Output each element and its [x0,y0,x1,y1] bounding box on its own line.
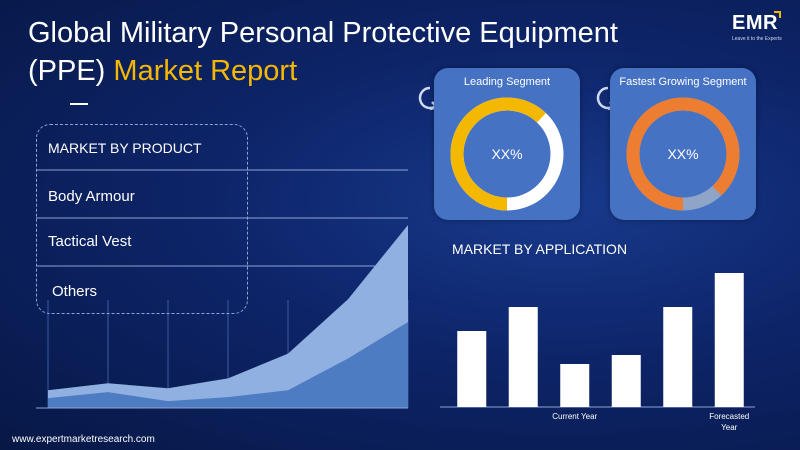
report-title: Global Military Personal Protective Equi… [28,14,618,90]
bar [611,355,641,407]
title-line-1: Global Military Personal Protective Equi… [28,17,618,49]
emr-logo: EMR Leave it to the Experts [728,8,788,48]
title-line-2: (PPE) Market Report [28,52,618,90]
leading-segment-card: Leading Segment XX% [434,68,580,220]
logo-mark-icon [774,11,781,18]
footer-url: www.expertmarketresearch.com [12,434,155,445]
product-item: Others [52,283,98,300]
bar [714,273,744,407]
leading-segment-donut [450,97,564,211]
area-chart-series [36,225,408,409]
logo-text: EMR [732,12,778,34]
bar-category-label: Current Year [552,412,597,421]
bar-category-label: Forecasted [709,412,749,421]
bar [560,364,590,407]
donut-share-arc [450,97,564,211]
bar [457,331,487,407]
bar-category-label: Year [721,423,738,432]
product-heading: MARKET BY PRODUCT [48,140,202,156]
fastest-segment-donut [626,97,740,211]
product-item: Body Armour [48,188,135,205]
leading-segment-title: Leading Segment [463,76,551,88]
title-underline [70,103,88,105]
product-item: Tactical Vest [48,233,132,250]
leading-segment-value: XX% [491,146,523,162]
title-accent: Market Report [113,55,298,87]
bar [508,307,538,407]
donut-share-arc [626,97,740,211]
title-prefix: (PPE) [28,55,106,87]
area-series-1 [48,225,408,408]
fastest-segment-title: Fastest Growing Segment [619,76,747,88]
fastest-segment-card: Fastest Growing Segment XX% [610,68,756,220]
product-box [36,124,248,314]
logo-tagline: Leave it to the Experts [732,36,782,42]
application-heading: MARKET BY APPLICATION [452,241,628,257]
area-series-2 [48,321,408,408]
fastest-segment-value: XX% [667,146,699,162]
bar [663,307,693,407]
